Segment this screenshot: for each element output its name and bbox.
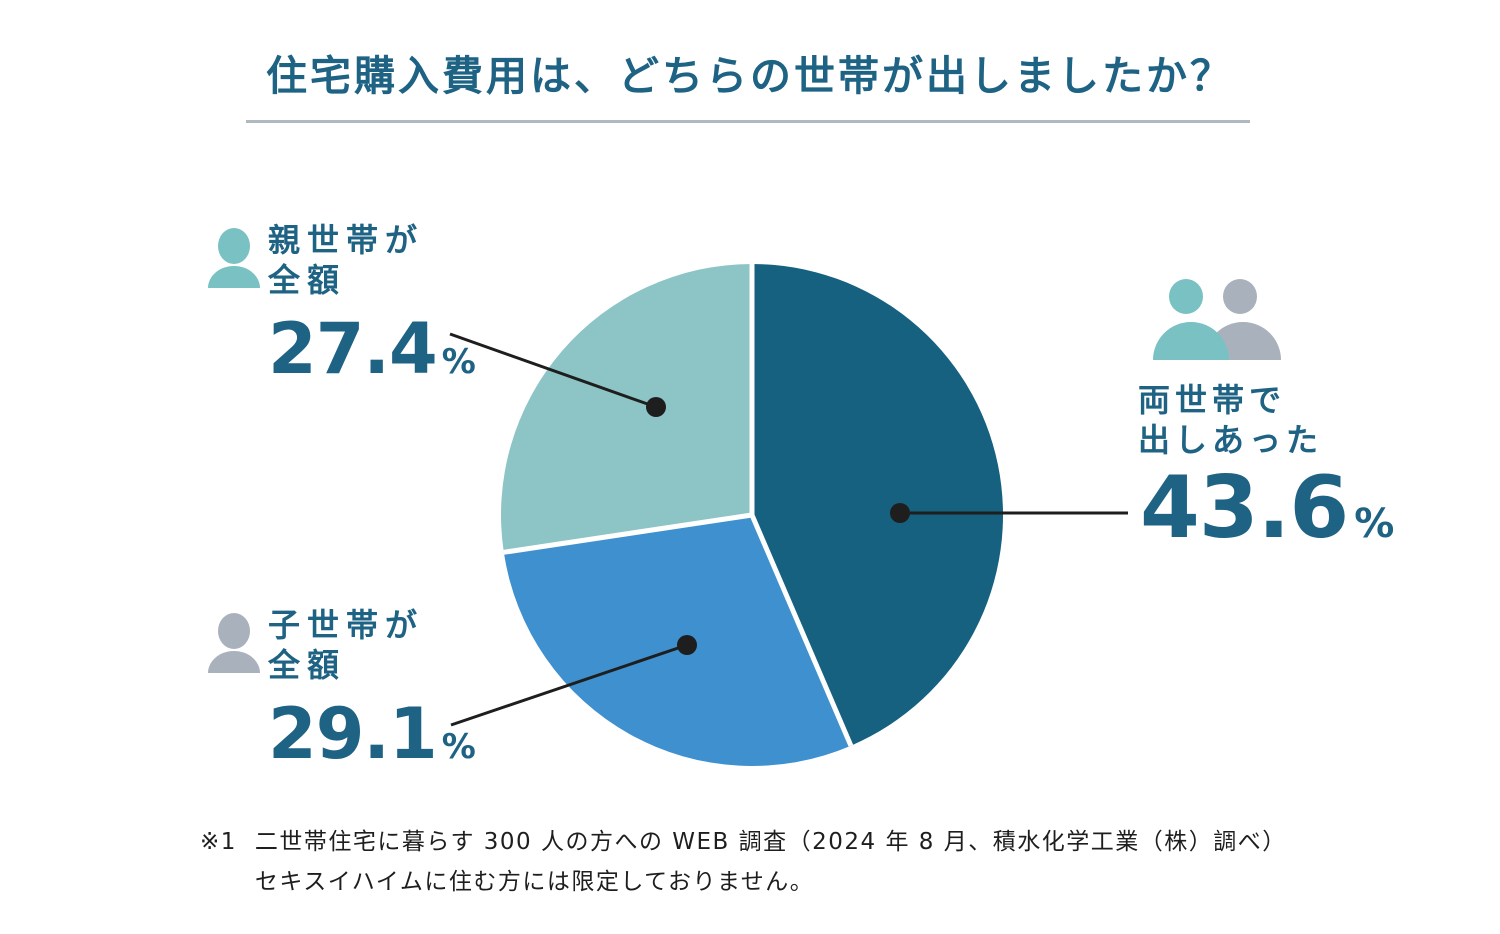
person-head xyxy=(218,613,250,649)
pie-slices xyxy=(501,264,1004,767)
parent-label-line1: 親世帯が xyxy=(268,221,425,259)
child-label-line2: 全額 xyxy=(268,646,347,684)
both-label-line1: 両世帯で xyxy=(1138,381,1287,419)
pie-separators xyxy=(503,264,854,747)
child-value-unit: % xyxy=(441,727,476,767)
parent-value-unit: % xyxy=(441,342,476,382)
person-body xyxy=(208,266,260,288)
pie-separator-1 xyxy=(749,514,854,747)
person-body xyxy=(208,651,260,673)
leader-line-parent xyxy=(449,332,657,409)
leader-lines xyxy=(449,332,1128,727)
pie-separator-2 xyxy=(503,512,753,555)
person-head-teal xyxy=(1169,279,1203,314)
both-label-line2: 出しあった xyxy=(1138,421,1324,459)
footnote-line1: 二世帯住宅に暮らす 300 人の方への WEB 調査（2024 年 8 月、積水… xyxy=(254,829,1287,855)
both-value-unit: % xyxy=(1354,501,1395,547)
footnote-marker: ※1 xyxy=(200,829,237,855)
person-head xyxy=(218,228,250,264)
footnote: ※1 二世帯住宅に暮らす 300 人の方への WEB 調査（2024 年 8 月… xyxy=(200,822,1287,902)
child-value-row: 29.1% xyxy=(268,693,476,775)
both-value: 43.6 xyxy=(1140,458,1349,558)
leader-dot-parent xyxy=(646,397,666,417)
pie-slice-0 xyxy=(752,264,1004,746)
footnote-lines: 二世帯住宅に暮らす 300 人の方への WEB 調査（2024 年 8 月、積水… xyxy=(255,822,1287,902)
pie-slice-2 xyxy=(501,264,752,553)
child-value: 29.1 xyxy=(268,693,438,775)
child-label-line1: 子世帯が xyxy=(268,606,425,644)
child-label-text: 子世帯が 全額 xyxy=(268,605,424,685)
page-title: 住宅購入費用は、どちらの世帯が出しましたか？ xyxy=(266,52,1234,100)
pie-slice-1 xyxy=(503,515,851,767)
person-icon-child xyxy=(208,613,260,673)
parent-value: 27.4 xyxy=(268,308,438,390)
parent-label-line2: 全額 xyxy=(268,261,347,299)
footnote-line2: セキスイハイムに住む方には限定しておりません。 xyxy=(254,869,815,895)
parent-label-text: 親世帯が 全額 xyxy=(268,220,424,300)
parent-value-row: 27.4% xyxy=(268,308,476,390)
leader-dot-child xyxy=(677,635,697,655)
leader-dot-both xyxy=(890,503,910,523)
person-head-gray xyxy=(1223,279,1257,314)
title-divider xyxy=(246,120,1250,123)
both-label-text: 両世帯で 出しあった xyxy=(1138,380,1323,460)
person-icon-parent xyxy=(208,228,260,288)
leader-line-child xyxy=(450,643,688,727)
both-value-row: 43.6% xyxy=(1140,458,1394,558)
